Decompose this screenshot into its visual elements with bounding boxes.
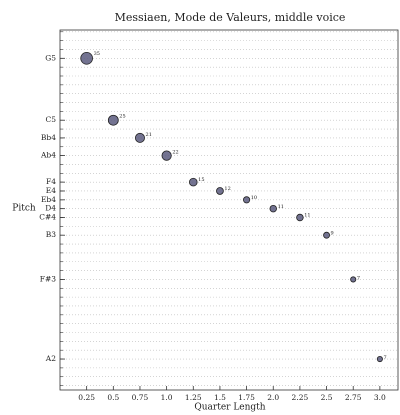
value-label: 9 — [331, 231, 334, 237]
value-label: 11 — [304, 213, 310, 219]
x-axis-label: Quarter Length — [194, 403, 265, 413]
y-tick-label: Eb4 — [41, 195, 56, 204]
x-tick-label: 1.0 — [161, 393, 173, 402]
y-tick-label: Bb4 — [41, 133, 56, 142]
y-tick-label: B3 — [46, 230, 57, 239]
y-tick-label: E4 — [46, 186, 56, 195]
value-label: 15 — [198, 177, 204, 183]
chart-title: Messiaen, Mode de Valeurs, middle voice — [115, 11, 346, 24]
x-tick-label: 2.75 — [345, 393, 362, 402]
bubble — [269, 204, 277, 213]
value-label: 7 — [384, 355, 387, 361]
value-label: 7 — [357, 275, 360, 281]
y-axis-label: Pitch — [12, 204, 36, 214]
x-tick-label: 3.0 — [374, 393, 386, 402]
x-tick-label: 2.5 — [321, 393, 333, 402]
value-label: 10 — [251, 195, 257, 201]
y-tick-label: D4 — [45, 204, 56, 213]
x-tick-label: 0.25 — [78, 393, 95, 402]
x-tick-label: 1.5 — [214, 393, 226, 402]
x-tick-label: 2.0 — [267, 393, 279, 402]
bubble — [296, 213, 304, 222]
bubble — [161, 150, 172, 161]
bubble — [189, 177, 198, 187]
x-tick-label: 1.25 — [185, 393, 202, 402]
y-tick-label: A2 — [45, 354, 56, 363]
bubble — [134, 132, 145, 143]
bubble — [350, 276, 357, 283]
value-label: 22 — [172, 149, 178, 155]
value-label: 12 — [224, 186, 230, 192]
y-tick-label: F4 — [46, 177, 56, 186]
y-tick-label: C#4 — [39, 213, 56, 222]
bubble — [243, 196, 251, 204]
value-label: 25 — [119, 114, 125, 120]
x-tick-label: 0.5 — [107, 393, 119, 402]
plot-frame — [59, 29, 399, 391]
bubble — [216, 187, 224, 195]
y-tick-label: Ab4 — [40, 151, 56, 160]
x-tick-label: 1.75 — [238, 393, 255, 402]
value-label: 21 — [146, 132, 152, 138]
bubble — [323, 231, 330, 239]
x-tick-label: 0.75 — [132, 393, 149, 402]
value-label: 11 — [278, 204, 284, 210]
bubble — [80, 51, 93, 65]
value-label: 35 — [94, 51, 100, 57]
y-tick-label: F#3 — [40, 274, 56, 283]
y-tick-label: G5 — [45, 53, 56, 62]
y-tick-label: C5 — [45, 115, 56, 124]
x-tick-label: 2.25 — [292, 393, 309, 402]
bubble — [107, 114, 119, 126]
bubble — [376, 355, 383, 363]
